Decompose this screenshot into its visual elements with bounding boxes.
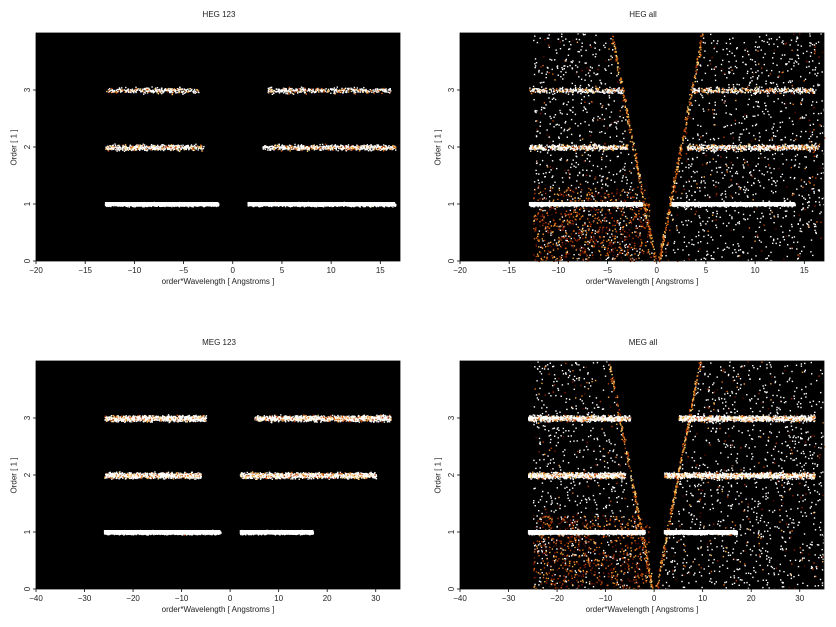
heatmap-cells: [104, 86, 397, 208]
panel-title: HEG 123: [119, 10, 319, 19]
heatmap-cell: [217, 202, 220, 204]
